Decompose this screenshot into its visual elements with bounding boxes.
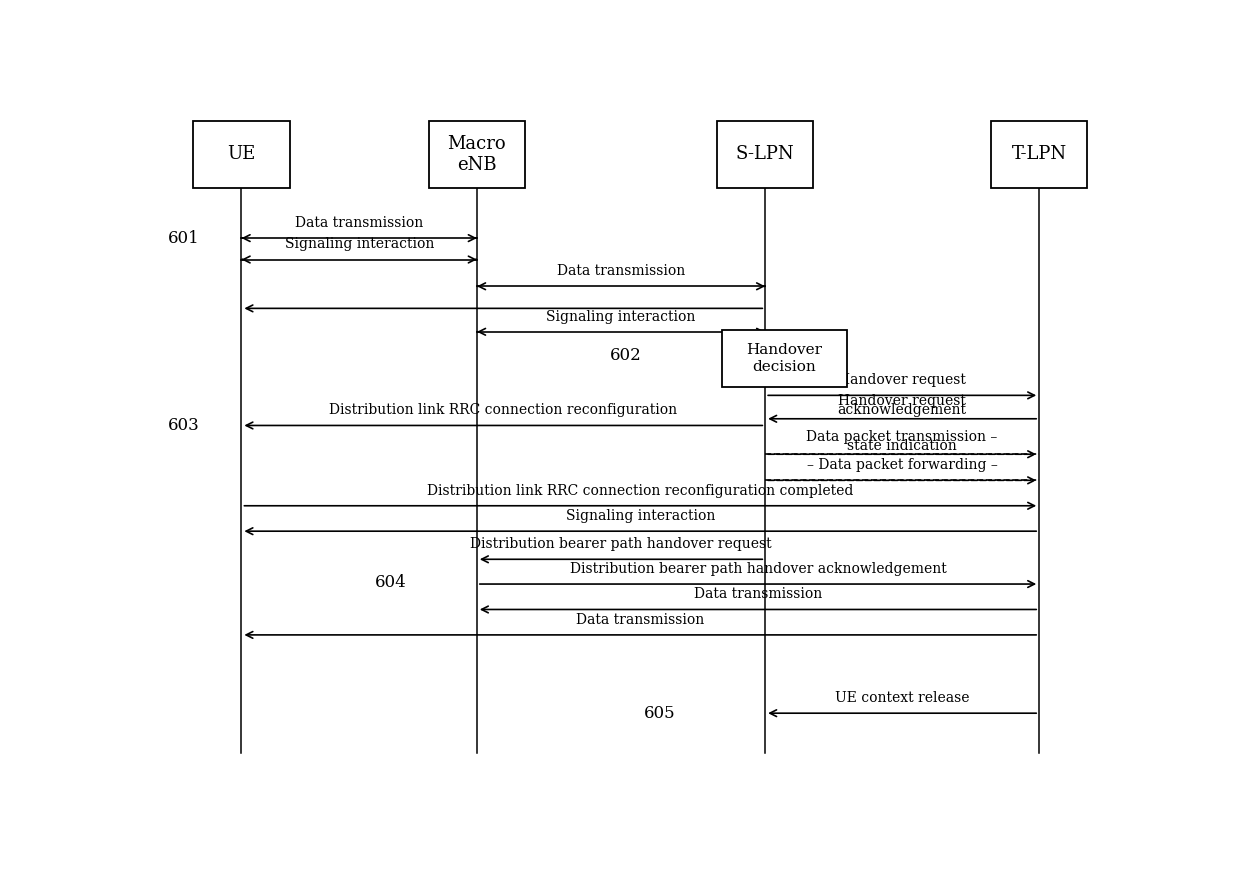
Text: Distribution bearer path handover acknowledgement: Distribution bearer path handover acknow… xyxy=(569,562,946,576)
Text: 602: 602 xyxy=(610,347,642,364)
Text: 605: 605 xyxy=(644,705,676,721)
Text: Data packet transmission –: Data packet transmission – xyxy=(806,429,998,443)
Text: Macro
eNB: Macro eNB xyxy=(448,135,506,174)
Text: – Data packet forwarding –: – Data packet forwarding – xyxy=(807,458,998,473)
Bar xyxy=(429,121,525,188)
Text: Data transmission: Data transmission xyxy=(557,264,686,278)
Text: Signaling interaction: Signaling interaction xyxy=(284,237,434,251)
Bar xyxy=(722,330,847,387)
Text: T-LPN: T-LPN xyxy=(1012,145,1066,163)
Text: UE context release: UE context release xyxy=(835,691,970,705)
Text: Handover request: Handover request xyxy=(838,374,966,388)
Bar xyxy=(193,121,290,188)
Text: 604: 604 xyxy=(374,574,407,591)
Text: Handover request: Handover request xyxy=(838,394,966,408)
Text: 601: 601 xyxy=(167,229,200,247)
Text: S-LPN: S-LPN xyxy=(735,145,795,163)
Text: Distribution link RRC connection reconfiguration completed: Distribution link RRC connection reconfi… xyxy=(427,484,853,498)
Text: Distribution link RRC connection reconfiguration: Distribution link RRC connection reconfi… xyxy=(330,403,677,417)
Text: state indication: state indication xyxy=(847,439,957,453)
Bar xyxy=(717,121,813,188)
Bar xyxy=(991,121,1087,188)
Text: acknowledgement: acknowledgement xyxy=(838,403,967,417)
Text: 603: 603 xyxy=(167,417,200,434)
Text: Handover
decision: Handover decision xyxy=(746,343,822,374)
Text: Signaling interaction: Signaling interaction xyxy=(547,309,696,324)
Text: Data transmission: Data transmission xyxy=(295,216,423,230)
Text: Signaling interaction: Signaling interaction xyxy=(565,509,715,523)
Text: UE: UE xyxy=(227,145,255,163)
Text: Data transmission: Data transmission xyxy=(694,587,822,601)
Text: Data transmission: Data transmission xyxy=(577,613,704,627)
Text: Distribution bearer path handover request: Distribution bearer path handover reques… xyxy=(470,537,771,551)
